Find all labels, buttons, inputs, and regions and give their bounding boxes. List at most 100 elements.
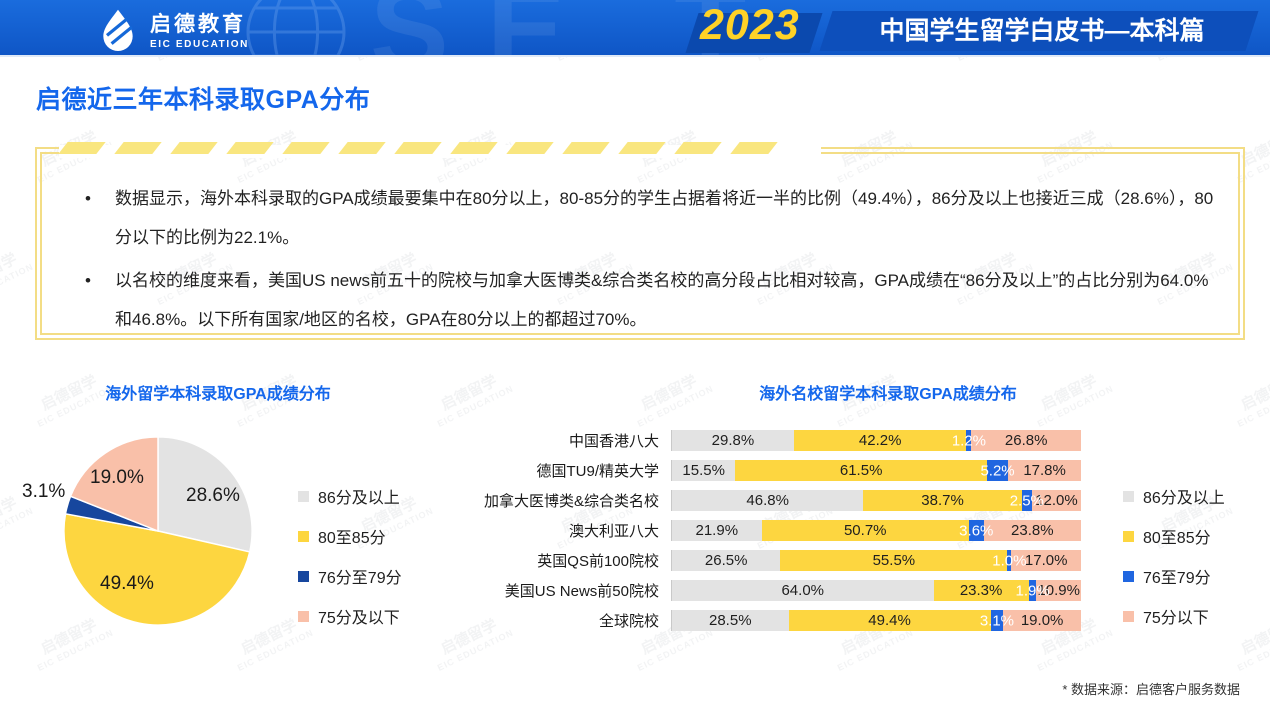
bar-segment-value: 38.7% xyxy=(921,492,964,509)
globe-icon xyxy=(246,0,346,55)
bar-track: 64.0% 23.3% 1.9% 10.9% xyxy=(671,580,1081,601)
bar-segment-value: 1.2% xyxy=(951,432,987,449)
pie-slice-1 xyxy=(63,512,251,626)
bar-segment: 17.0% xyxy=(1011,550,1081,571)
summary-bullets: 数据显示，海外本科录取的GPA成绩最要集中在80分以上，80-85分的学生占据着… xyxy=(85,179,1215,343)
bar-rows: 中国香港八大 29.8% 42.2% 1.2% 26.8% 德国TU9/精英大学 15.5%… xyxy=(470,430,1081,640)
legend-swatch xyxy=(1123,610,1134,622)
bar-segment: 1.2% xyxy=(952,430,986,451)
bar-segment-value: 23.8% xyxy=(1011,522,1054,539)
bar-segment: 64.0% xyxy=(672,580,934,601)
legend-swatch xyxy=(1123,490,1134,502)
bar-segment: 49.4% xyxy=(788,610,991,631)
bar-segment: 42.2% xyxy=(793,430,967,451)
bar-segment-value: 21.9% xyxy=(695,522,739,539)
legend-label: 80至85分 xyxy=(318,530,386,547)
bar-segment: 1.9% xyxy=(1015,580,1050,601)
bar-segment-value: 15.5% xyxy=(682,462,725,479)
bar-segment: 1.0% xyxy=(992,550,1026,571)
bar-segment: 19.0% xyxy=(1003,610,1081,631)
legend-label: 75分以下 xyxy=(1143,610,1209,627)
bar-legend: 86分及以上 80至85分 76至79分 75分以下 xyxy=(1123,484,1225,628)
legend-swatch xyxy=(298,610,309,622)
bar-row: 中国香港八大 29.8% 42.2% 1.2% 26.8% xyxy=(470,430,1081,451)
legend-item: 76分至79分 xyxy=(298,564,402,588)
bar-segment: 23.3% xyxy=(933,580,1029,601)
legend-label: 80至85分 xyxy=(1143,530,1211,547)
legend-swatch xyxy=(1123,570,1134,582)
bar-segment-value: 10.9% xyxy=(1037,582,1080,599)
legend-swatch xyxy=(1123,530,1134,542)
bar-segment-value: 61.5% xyxy=(839,462,883,479)
bar-category-label: 澳大利亚八大 xyxy=(568,523,659,540)
logo-drop-icon xyxy=(103,9,133,51)
legend-item: 86分及以上 xyxy=(298,484,402,508)
legend-swatch xyxy=(298,490,309,502)
bar-track: 28.5% 49.4% 3.1% 19.0% xyxy=(671,610,1081,631)
report-title: 中国学生留学白皮书—本科篇 xyxy=(879,17,1205,45)
legend-label: 86分及以上 xyxy=(318,490,400,507)
pie-slice-label: 3.1% xyxy=(22,481,66,502)
bar-segment: 46.8% xyxy=(672,490,864,511)
bar-segment-value: 49.4% xyxy=(868,612,911,629)
bar-category-label: 加拿大医博类&综合类名校 xyxy=(483,493,659,510)
bar-segment-value: 23.3% xyxy=(959,582,1003,599)
logo-brand-cn: 启德教育 xyxy=(150,13,246,36)
page-title: 启德近三年本科录取GPA分布 xyxy=(36,86,371,114)
bar-segment: 15.5% xyxy=(672,460,736,481)
pie-chart: 28.6% 49.4% 3.1% 19.0% xyxy=(22,433,256,629)
bar-segment-value: 1.0% xyxy=(992,552,1027,569)
bar-row: 美国US News前50院校 64.0% 23.3% 1.9% 10.9% xyxy=(470,580,1081,601)
legend-label: 86分及以上 xyxy=(1143,490,1225,507)
logo-brand-en: EIC EDUCATION xyxy=(150,39,249,50)
bar-category-label: 全球院校 xyxy=(598,613,659,630)
bar-segment-value: 17.0% xyxy=(1024,552,1068,569)
bar-segment: 10.9% xyxy=(1036,580,1081,601)
legend-item: 75分以下 xyxy=(1123,604,1225,628)
summary-callout-box: 数据显示，海外本科录取的GPA成绩最要集中在80分以上，80-85分的学生占据着… xyxy=(35,142,1245,343)
logo-text: 启德教育 EIC EDUCATION xyxy=(150,8,249,50)
bar-segment: 2.5% xyxy=(1010,490,1044,511)
bar-track: 26.5% 55.5% 1.0% 17.0% xyxy=(671,550,1081,571)
pie-slice-0 xyxy=(157,436,253,553)
bar-category-label: 德国TU9/精英大学 xyxy=(536,463,659,480)
bar-segment: 12.0% xyxy=(1031,490,1081,511)
bar-segment-value: 19.0% xyxy=(1020,612,1064,629)
bar-track: 29.8% 42.2% 1.2% 26.8% xyxy=(671,430,1081,451)
pie-chart-section: 海外留学本科录取GPA成绩分布 28.6% 49.4% 3.1% 19.0% 8… xyxy=(0,368,470,678)
bar-row: 加拿大医博类&综合类名校 46.8% 38.7% 2.5% 12.0% xyxy=(470,490,1081,511)
bar-segment-value: 28.5% xyxy=(709,612,752,629)
bar-segment-value: 2.5% xyxy=(1009,492,1044,509)
pie-slice-3 xyxy=(69,436,159,533)
legend-swatch xyxy=(298,570,309,582)
summary-bullet-1: 数据显示，海外本科录取的GPA成绩最要集中在80分以上，80-85分的学生占据着… xyxy=(85,179,1215,257)
bar-track: 15.5% 61.5% 5.2% 17.8% xyxy=(671,460,1081,481)
pie-slice-label: 19.0% xyxy=(90,467,144,488)
bar-segment: 23.8% xyxy=(983,520,1081,541)
legend-item: 80至85分 xyxy=(1123,524,1225,548)
bar-segment-value: 1.9% xyxy=(1015,582,1050,599)
bar-segment: 26.8% xyxy=(971,430,1081,451)
bar-row: 澳大利亚八大 21.9% 50.7% 3.6% 23.8% xyxy=(470,520,1081,541)
bar-segment: 17.8% xyxy=(1008,460,1081,481)
bar-row: 英国QS前100院校 26.5% 55.5% 1.0% 17.0% xyxy=(470,550,1081,571)
legend-label: 76分至79分 xyxy=(318,570,402,587)
bar-track: 21.9% 50.7% 3.6% 23.8% xyxy=(671,520,1081,541)
bar-category-label: 中国香港八大 xyxy=(568,433,659,450)
bar-segment-value: 3.6% xyxy=(959,522,994,539)
bar-segment-value: 55.5% xyxy=(872,552,916,569)
bar-row: 全球院校 28.5% 49.4% 3.1% 19.0% xyxy=(470,610,1081,631)
legend-item: 86分及以上 xyxy=(1123,484,1225,508)
bar-segment-value: 64.0% xyxy=(781,582,825,599)
bar-segment-value: 5.2% xyxy=(980,462,1015,479)
bar-segment: 3.6% xyxy=(959,520,993,541)
bar-segment-value: 50.7% xyxy=(843,522,887,539)
bar-segment: 28.5% xyxy=(672,610,789,631)
legend-label: 75分及以下 xyxy=(318,610,400,627)
data-source-footnote: * 数据来源：启德客户服务数据 xyxy=(1062,682,1240,697)
legend-swatch xyxy=(298,530,309,542)
pie-slice-label: 28.6% xyxy=(186,485,240,506)
bar-segment: 55.5% xyxy=(780,550,1008,571)
